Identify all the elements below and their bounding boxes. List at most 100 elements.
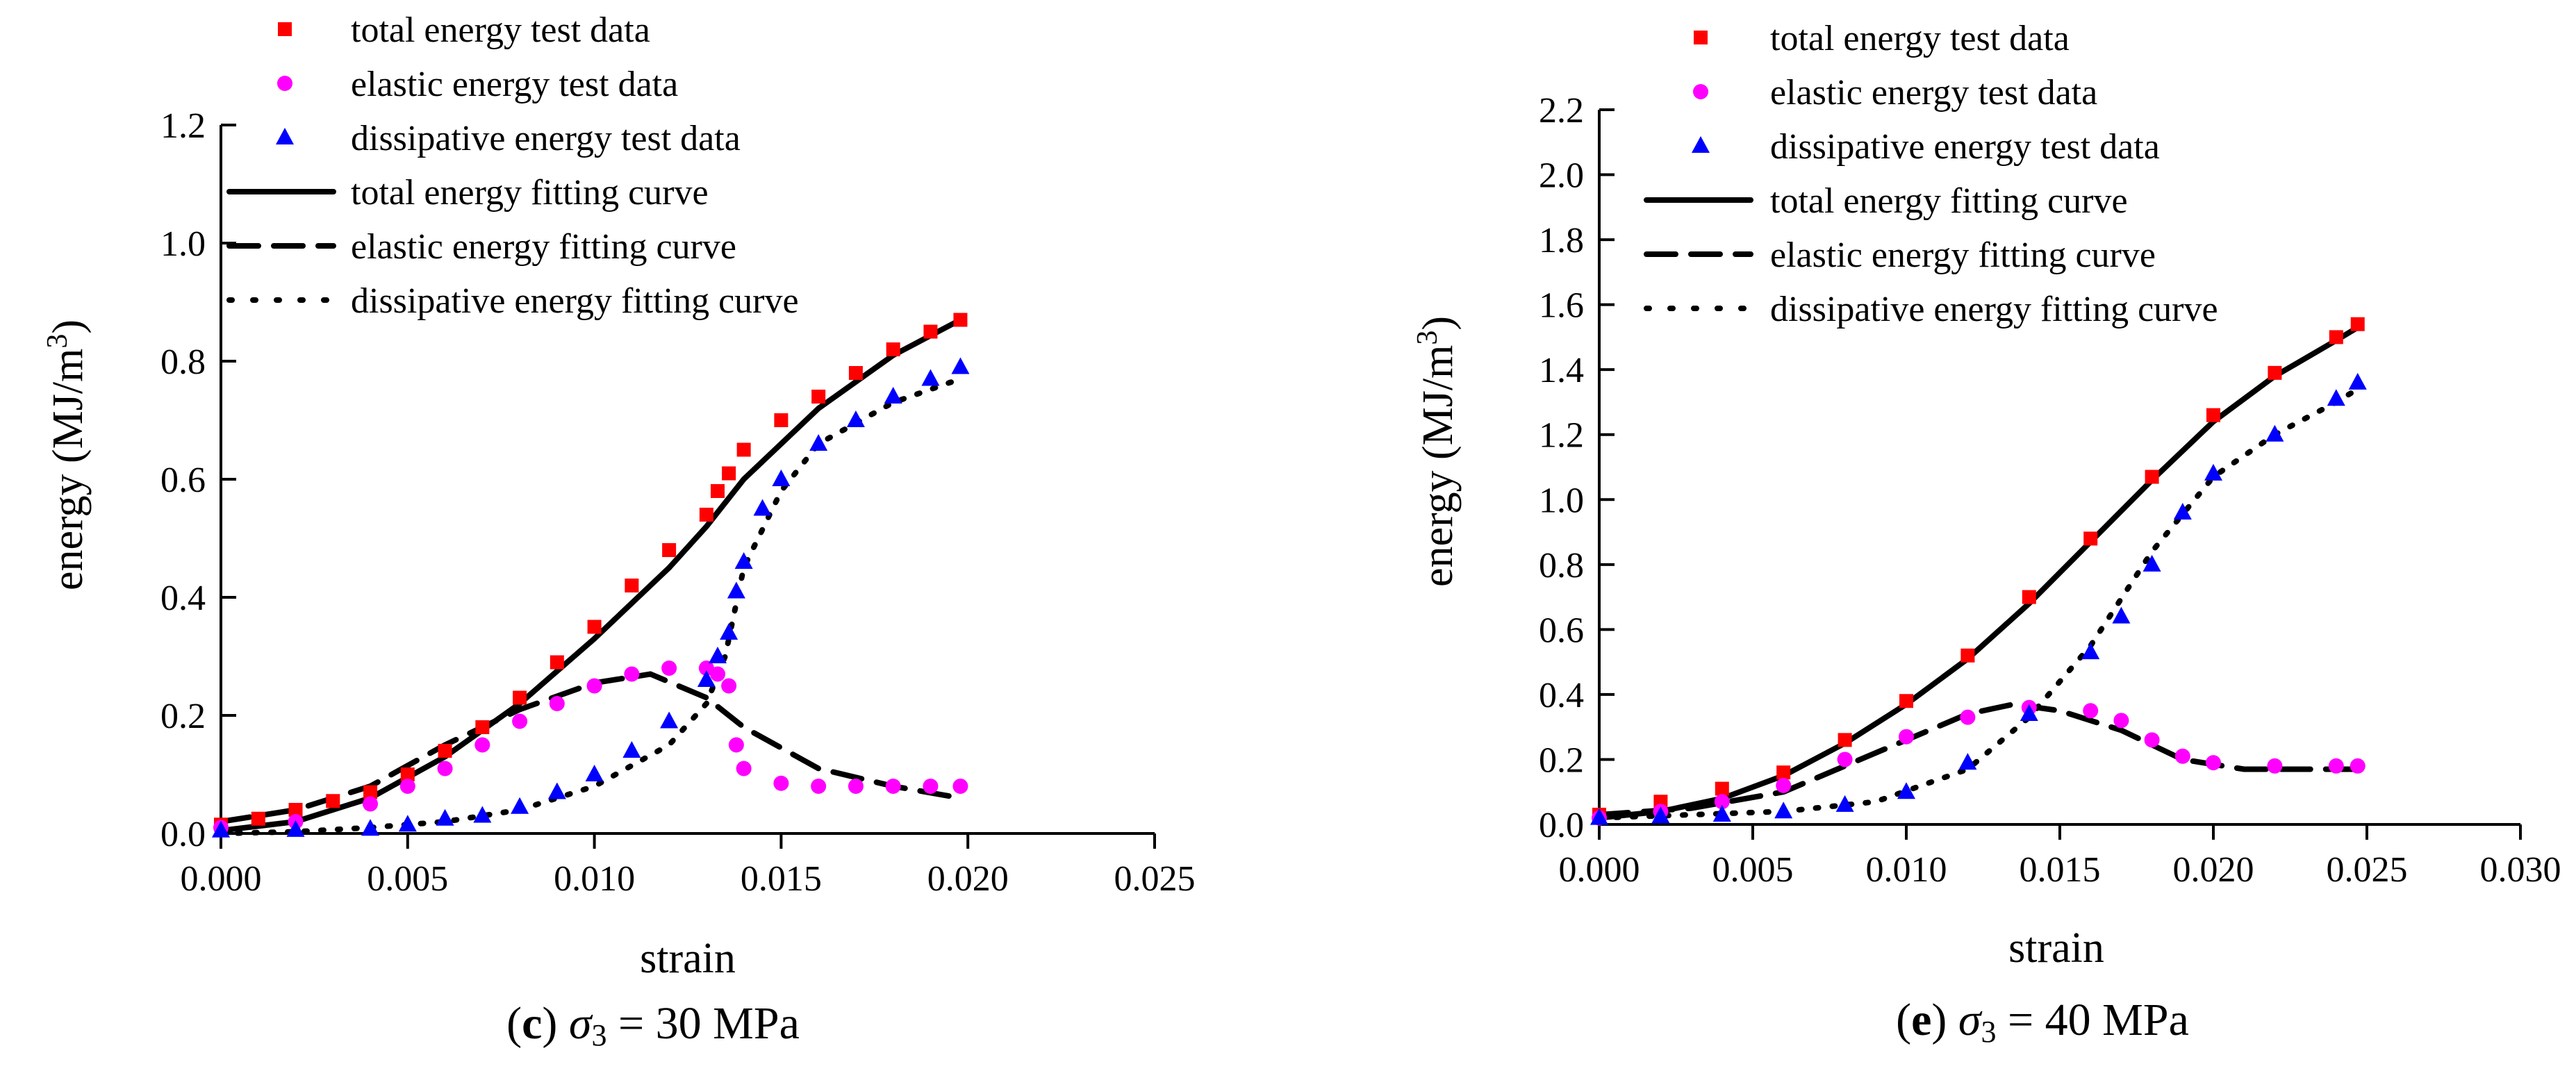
- elastic-data-point: [2328, 758, 2344, 774]
- legend-label: total energy fitting curve: [1770, 181, 2128, 221]
- elastic-data-point: [736, 761, 752, 777]
- total-data-point: [625, 579, 639, 592]
- diss-data-point: [727, 581, 745, 599]
- diss-data-point: [709, 647, 727, 663]
- diss-data-point: [1712, 804, 1731, 822]
- chart-panel-c: 0.000 0.005 0.010 0.015 0.020 0.025 0.0 0.2 0.4 0…: [42, 10, 1196, 1052]
- diss-data-point: [753, 499, 772, 516]
- diss-data-point: [1897, 782, 1915, 799]
- diss-data-point: [473, 806, 492, 823]
- total-data-point: [923, 324, 938, 339]
- legend-label: dissipative energy fitting curve: [351, 281, 799, 321]
- total-fit-curve: [218, 317, 964, 833]
- total-data-point: [886, 342, 900, 356]
- elastic-data-point: [923, 779, 939, 794]
- elastic-data-point: [399, 779, 415, 794]
- x-tick-label: 0.020: [2173, 850, 2254, 890]
- x-tick-label: 0.015: [2020, 850, 2101, 890]
- caption-c: (c) σ3 = 30 MPa: [506, 998, 800, 1052]
- y-tick-label: 0.8: [1539, 546, 1584, 586]
- y-tick-label: 0.2: [1539, 740, 1584, 780]
- total-data-point: [699, 508, 713, 522]
- elastic-data-point: [2267, 758, 2283, 774]
- elastic-data-point: [1714, 794, 1730, 810]
- elastic-data-point: [848, 779, 864, 794]
- elastic-data-point: [952, 779, 968, 794]
- legend-label: elastic energy test data: [1770, 73, 2097, 113]
- y-tick-label: 1.4: [1539, 351, 1584, 390]
- legend-label: dissipative energy test data: [1770, 127, 2160, 167]
- total-data-point: [251, 811, 265, 826]
- elastic-data-point: [885, 779, 901, 794]
- legend-label: total energy fitting curve: [351, 173, 709, 213]
- y-tick-label: 2.2: [1539, 91, 1584, 131]
- test-points-c: [212, 313, 970, 838]
- x-tick-label: 0.015: [741, 859, 822, 899]
- total-data-point: [1838, 733, 1852, 747]
- x-tick-label: 0.000: [181, 859, 262, 899]
- total-data-point: [1899, 694, 1913, 708]
- legend-marker-circle: [277, 76, 292, 91]
- elastic-data-point: [437, 761, 453, 777]
- elastic-data-point: [549, 696, 565, 711]
- total-data-point: [736, 442, 751, 457]
- total-data-point: [722, 466, 736, 481]
- diss-data-point: [2265, 424, 2284, 442]
- diss-data-point: [2173, 502, 2192, 520]
- x-tick-label: 0.010: [554, 859, 635, 899]
- y-tick-label: 1.8: [1539, 221, 1584, 260]
- elastic-data-point: [2144, 732, 2160, 748]
- diss-data-point: [547, 782, 566, 799]
- diss-data-point: [921, 369, 940, 386]
- chart-panel-e: 0.000 0.005 0.010 0.015 0.020 0.025 0.030 0.0 0.…: [1412, 19, 2561, 1049]
- y-tick-label: 1.2: [160, 106, 206, 146]
- total-data-point: [513, 690, 527, 705]
- diss-data-point: [720, 623, 738, 640]
- total-fit-curve: [1596, 324, 2361, 821]
- diss-data-point: [2081, 642, 2100, 660]
- total-data-point: [1776, 765, 1791, 780]
- test-points-e: [1590, 317, 2367, 826]
- y-tick-label: 2.0: [1539, 156, 1584, 196]
- x-tick-label: 0.005: [367, 859, 448, 899]
- elastic-data-point: [2350, 758, 2366, 774]
- diss-data-point: [734, 552, 753, 569]
- legend-marker-square: [1694, 31, 1708, 44]
- elastic-data-point: [363, 796, 379, 812]
- legend-label: elastic energy test data: [351, 65, 678, 104]
- elastic-data-point: [721, 678, 737, 694]
- elastic-data-point: [1960, 709, 1976, 725]
- total-data-point: [400, 767, 415, 781]
- x-tick-label: 0.000: [1559, 850, 1640, 890]
- diss-data-point: [1590, 808, 1608, 825]
- diss-data-point: [511, 797, 529, 814]
- diss-data-point: [286, 820, 305, 837]
- total-data-point: [953, 313, 968, 327]
- legend-label: total energy test data: [351, 10, 650, 50]
- diss-data-point: [212, 820, 230, 838]
- y-axis-label-e: energy (MJ/m3): [1412, 316, 1462, 587]
- axes-e: 0.000 0.005 0.010 0.015 0.020 0.025 0.030 0.0 0.…: [1539, 91, 2561, 890]
- total-data-point: [288, 803, 303, 817]
- y-tick-label: 1.0: [1539, 481, 1584, 520]
- diss-fit-curve: [1596, 386, 2361, 821]
- diss-data-point: [585, 765, 604, 781]
- legend-label: elastic energy fitting curve: [351, 227, 736, 267]
- axes-c: 0.000 0.005 0.010 0.015 0.020 0.025 0.0 0.2 0.4 0…: [160, 106, 1196, 899]
- diss-data-point: [846, 410, 865, 427]
- elastic-fit-curve: [218, 671, 964, 824]
- diss-data-point: [398, 815, 417, 832]
- elastic-data-point: [586, 678, 602, 694]
- diss-data-point: [772, 470, 791, 486]
- total-data-point: [326, 794, 340, 808]
- total-data-point: [438, 744, 452, 758]
- total-data-point: [662, 543, 677, 557]
- total-data-point: [1715, 781, 1729, 796]
- diss-data-point: [361, 819, 380, 836]
- elastic-data-point: [2083, 703, 2099, 719]
- caption-e: (e) σ3 = 40 MPa: [1896, 995, 2189, 1049]
- x-axis-label-c: strain: [640, 935, 736, 982]
- diss-data-point: [622, 741, 641, 758]
- diss-data-point: [436, 808, 454, 826]
- legend-marker-triangle: [276, 128, 294, 144]
